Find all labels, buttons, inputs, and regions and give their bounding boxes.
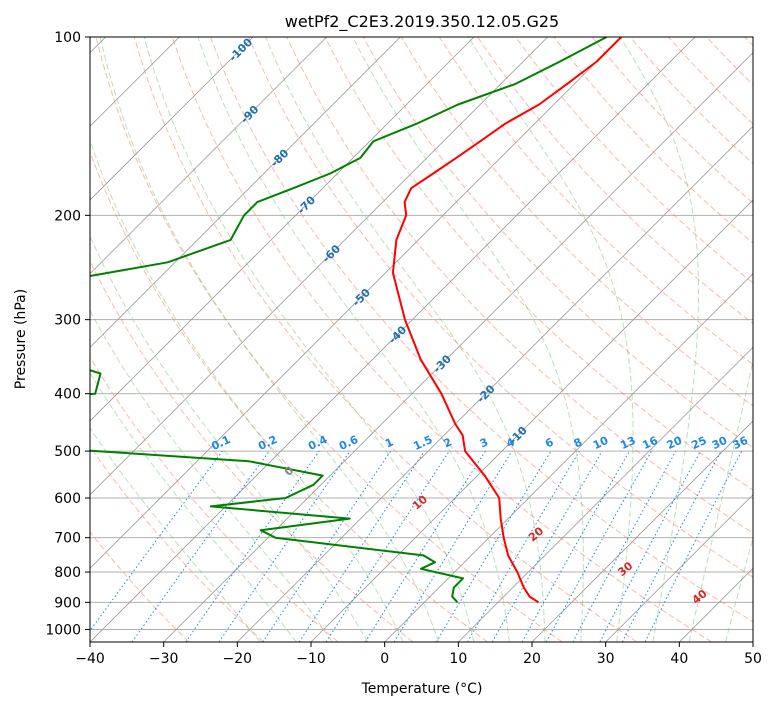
x-tick-label: 0	[380, 651, 389, 667]
moist-adiabat-line	[90, 427, 261, 642]
background-lines	[90, 37, 753, 642]
mixing-ratio-line	[185, 450, 320, 642]
dry-adiabat-line	[210, 37, 753, 623]
moist-adiabat-line	[688, 358, 753, 642]
mixing-ratio-line	[262, 450, 392, 642]
y-tick-label: 800	[54, 565, 81, 581]
x-tick-label: 30	[597, 651, 615, 667]
dry-adiabat-line	[515, 37, 753, 284]
y-tick-label: 900	[54, 595, 81, 611]
dry-adiabat-line	[248, 37, 753, 578]
x-tick-label: 40	[670, 651, 688, 667]
dry-adiabat-line	[90, 531, 190, 642]
moist-adiabat-line	[143, 37, 475, 642]
mixing-ratio-label: 36	[731, 434, 751, 452]
dry-adiabat-line	[400, 37, 753, 407]
y-tick-label: 600	[54, 491, 81, 507]
plot-frame	[89, 36, 754, 643]
moist-adiabat-line	[352, 37, 584, 642]
moist-adiabat-line	[90, 371, 297, 642]
profile-lines	[90, 37, 623, 604]
mixing-ratio-label: 10	[591, 434, 611, 452]
mixing-ratio-label: 30	[710, 434, 730, 452]
isotherm-line	[90, 37, 401, 348]
y-tick-label: 300	[54, 313, 81, 329]
mixing-ratio-line	[393, 450, 513, 642]
mixing-ratio-line	[545, 450, 653, 642]
isotherm-line	[90, 37, 327, 275]
x-tick-label: −30	[149, 651, 179, 667]
x-tick-label: 20	[523, 651, 541, 667]
dewpoint-profile-line	[90, 37, 608, 603]
isotherm-line	[237, 125, 753, 642]
isotherm-line	[531, 420, 753, 642]
y-tick-label: 500	[54, 444, 81, 460]
x-tick-label: −10	[296, 651, 326, 667]
dry-adiabat-line	[90, 259, 414, 642]
isotherm-line	[90, 37, 548, 496]
mixing-ratio-label: 20	[665, 434, 685, 452]
x-axis: −40 −30 −20 −10 0 10 20 30 40 50	[75, 642, 762, 667]
chart-title: wetPf2_C2E3.2019.350.12.05.G25	[285, 12, 559, 32]
dry-adiabat-line	[286, 37, 753, 534]
y-tick-label: 400	[54, 387, 81, 403]
x-axis-label: Temperature (°C)	[361, 681, 483, 697]
dry-adiabat-line	[171, 37, 712, 642]
y-axis: 100 200 300 400 500 600 700 800 900 1000	[45, 30, 90, 638]
dry-adiabat-line	[133, 37, 638, 642]
dry-adiabat-line	[438, 37, 753, 366]
y-tick-label: 1000	[45, 622, 81, 638]
mixing-ratio-line	[644, 450, 743, 642]
y-tick-label: 700	[54, 531, 81, 547]
dry-adiabat-line	[90, 356, 339, 642]
moist-adiabat-line	[99, 37, 439, 642]
mixing-ratio-line	[298, 450, 425, 642]
moist-adiabat-line	[90, 235, 369, 642]
mixing-ratio-line	[325, 450, 450, 642]
x-tick-label: −20	[223, 651, 253, 667]
x-tick-label: 50	[744, 651, 762, 667]
x-tick-label: −40	[75, 651, 105, 667]
mixing-ratio-line	[218, 450, 351, 642]
isotherm-line	[163, 52, 753, 642]
moist-adiabat-line	[90, 138, 404, 642]
mixing-ratio-label: 13	[618, 434, 637, 452]
isotherm-line	[90, 37, 696, 642]
mixing-ratio-label: 25	[689, 434, 708, 452]
isotherm-line	[90, 37, 622, 569]
y-tick-label: 100	[54, 30, 81, 46]
moist-adiabat-line	[619, 37, 699, 642]
mixing-ratio-label: 16	[640, 434, 660, 452]
moist-adiabat-line	[197, 37, 510, 642]
isotherm-line	[458, 346, 753, 642]
isotherm-line	[605, 494, 753, 642]
x-tick-label: 10	[449, 651, 467, 667]
dry-adiabat-line	[95, 37, 563, 642]
dry-adiabat-line	[90, 445, 264, 642]
moist-adiabat-line	[265, 37, 546, 642]
mixing-ratio-line	[572, 450, 677, 642]
isotherm-line	[90, 37, 475, 422]
isotherm-line	[384, 273, 753, 642]
isotherm-line	[90, 37, 254, 201]
y-tick-label: 200	[54, 208, 81, 224]
mixing-ratio-line	[90, 450, 223, 632]
temperature-profile-line	[391, 37, 623, 604]
mixing-ratio-line	[521, 450, 630, 642]
y-axis-label: Pressure (hPa)	[13, 289, 29, 389]
mixing-ratio-line	[131, 450, 270, 642]
